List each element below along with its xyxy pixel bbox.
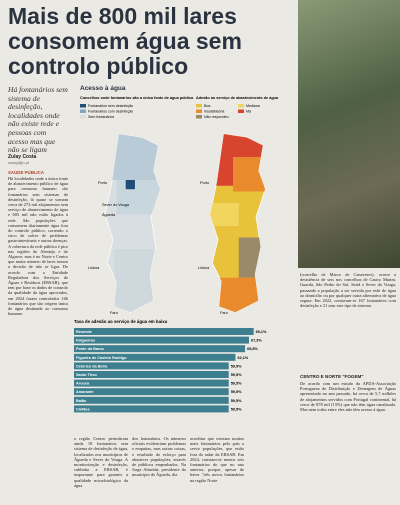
- map-label: Porto: [98, 181, 107, 185]
- section-title: CENTRO E NORTE "FOGEM": [300, 374, 364, 379]
- kicker: SAÚDE PÚBLICA: [8, 170, 45, 175]
- legend-label: Fontanários sem desinfeção: [88, 104, 133, 108]
- body-column: De acordo com um estudo da APDA-Associaç…: [300, 381, 396, 413]
- bar-value-label: 59,5%: [231, 382, 242, 386]
- photo: [298, 0, 400, 268]
- legend-swatch: [196, 104, 202, 108]
- bar: [74, 362, 229, 370]
- lead: Há fontanários sem sistema de desinfeção…: [8, 86, 68, 155]
- bar: [74, 371, 229, 378]
- legend-swatch: [80, 109, 86, 113]
- bar-category: Cinfães: [76, 407, 90, 411]
- legend-swatch: [80, 115, 86, 119]
- legend-swatch: [238, 109, 244, 113]
- map-right: [209, 133, 266, 313]
- bar-value-label: 59,5%: [231, 364, 242, 368]
- map-subtitle: Concelhos onde fontanários são a única f…: [80, 96, 194, 100]
- legend-label: Mediana: [246, 104, 260, 108]
- map-label: Lisboa: [198, 266, 210, 270]
- legend-swatch: [238, 104, 244, 108]
- body-column: dos fontanários. Os números oficiais evi…: [132, 436, 186, 478]
- headline: Mais de 800 mil lares consomem água sem …: [8, 4, 242, 79]
- bar-category: Figueira de Castelo Rodrigo: [76, 356, 127, 360]
- bar: [74, 336, 249, 344]
- map-label: Águeda: [102, 213, 116, 217]
- map-label: Faro: [110, 311, 118, 315]
- bar-category: Arouca: [76, 382, 90, 386]
- map-left: [104, 133, 161, 313]
- legend-label: Insatisfatória: [204, 110, 224, 114]
- legend-swatch: [80, 104, 86, 108]
- bar-value-label: 65,8%: [247, 347, 258, 351]
- bar-category: Ponte da Barca: [76, 347, 105, 351]
- bar: [74, 379, 229, 387]
- map-label: Faro: [220, 311, 228, 315]
- bar-value-label: 59,5%: [231, 373, 242, 377]
- bar: [74, 388, 229, 396]
- bar-value-label: 59,5%: [231, 407, 242, 411]
- legend-label: Sem fontanários: [88, 115, 114, 119]
- bar-chart-title: Taxa de adesão ao serviço de água em bai…: [74, 319, 168, 324]
- bar-value-label: 59,5%: [231, 390, 242, 394]
- map-label: Porto: [200, 181, 209, 185]
- body-column: a região Centro permitiram ainda 18 font…: [74, 436, 128, 488]
- bar-category: Felgueiras: [76, 339, 95, 343]
- bar: [74, 396, 229, 404]
- bar-category: Celorico da Beira: [76, 364, 108, 368]
- author-email: zulay@jn.pt: [8, 160, 29, 165]
- bar-value-label: 69,1%: [256, 330, 267, 334]
- bar-category: Amarante: [76, 390, 94, 394]
- body-column: acreditar que existam muitos mais fontan…: [190, 436, 244, 483]
- body-column: (concelho de Marco de Canaveses), ocorre…: [300, 272, 396, 309]
- map-title: Acesso à água: [80, 85, 126, 92]
- legend-swatch: [196, 115, 202, 119]
- bar-category: Santo Tirso: [76, 373, 97, 377]
- legend-label: Não respondeu: [204, 115, 229, 119]
- legend-label: Fontanários com desinfeção: [88, 110, 133, 114]
- bar-category: Baião: [76, 399, 87, 403]
- infographic: Acesso à água Concelhos onde fontanários…: [74, 85, 279, 413]
- bar-value-label: 67,3%: [251, 339, 262, 343]
- legend-label: Má: [246, 110, 251, 114]
- bar: [74, 328, 254, 335]
- map-subtitle: Adesão ao serviço de abastecimento de ág…: [196, 96, 279, 100]
- legend-label: Boa: [204, 104, 210, 108]
- bar-value-label: 59,5%: [231, 399, 242, 403]
- map-label: Sever do Vouga: [102, 203, 130, 207]
- author: Zulay Costa: [8, 154, 37, 160]
- bar: [74, 353, 236, 361]
- legend-swatch: [196, 109, 202, 113]
- bar: [74, 345, 246, 353]
- bar-value-label: 62,1%: [237, 356, 248, 360]
- map-label: Lisboa: [88, 266, 100, 270]
- bar: [74, 405, 229, 413]
- body-column: Há localidades onde a única fonte de aba…: [8, 176, 68, 317]
- bar-category: Resende: [76, 330, 92, 334]
